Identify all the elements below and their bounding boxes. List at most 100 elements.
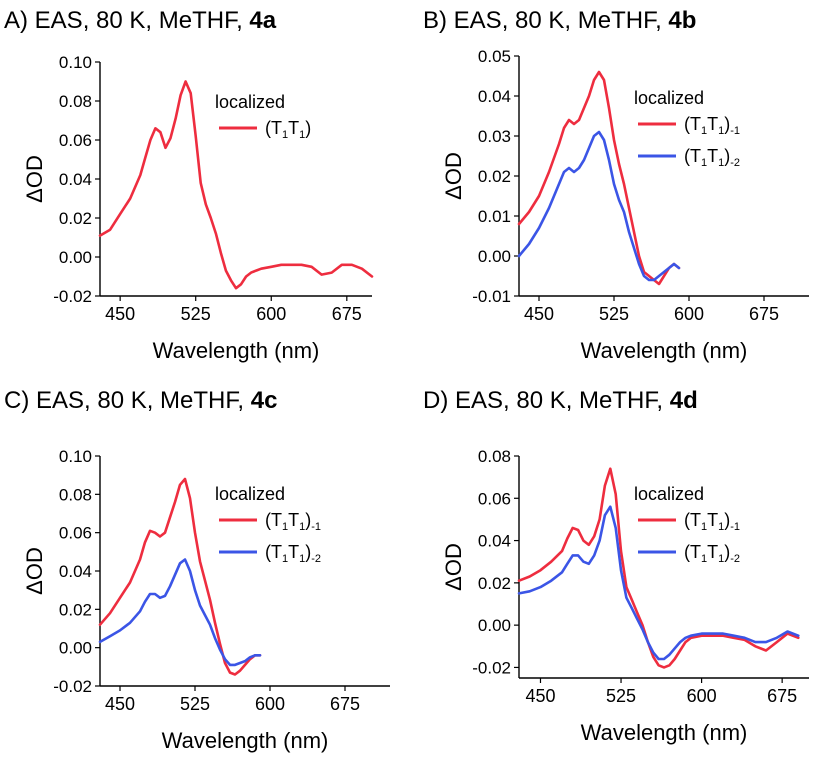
y-tick-label: 0.04 — [59, 562, 92, 581]
y-tick-label: 0.08 — [59, 92, 92, 111]
chart-title-a: A) EAS, 80 K, MeTHF, 4a — [4, 7, 277, 34]
legend-label-part: T — [707, 146, 718, 166]
legend-label-part: ) — [724, 114, 730, 134]
x-axis-label: Wavelength (nm) — [581, 338, 748, 363]
legend-label-sub: 1 — [282, 521, 288, 533]
x-tick-label: 450 — [105, 694, 135, 714]
legend-label-sub: 1 — [282, 553, 288, 565]
y-tick-label: 0.02 — [59, 600, 92, 619]
chart-panel-4b: B) EAS, 80 K, MeTHF, 4b 0.05 0.04 0.03 0.02 0… — [419, 0, 837, 380]
legend-title: localized — [215, 484, 285, 504]
legend-label-index: -1 — [730, 521, 740, 533]
y-tick-label: -0.02 — [53, 287, 92, 306]
x-tick-label: 600 — [255, 694, 285, 714]
series-line-(T1T1) — [98, 80, 374, 290]
y-tick-label: 0.02 — [59, 209, 92, 228]
x-tick-label: 525 — [606, 686, 636, 706]
chart-panel-4a: A) EAS, 80 K, MeTHF, 4a 0.10 0.08 0.06 0.04 0… — [0, 0, 418, 380]
legend-label: (T1T1)-2 — [684, 542, 740, 565]
chart-title-text: D) EAS, 80 K, MeTHF, — [423, 387, 670, 414]
legend-label-part: (T — [684, 542, 701, 562]
chart-title-d: D) EAS, 80 K, MeTHF, 4d — [423, 387, 698, 414]
y-tick-label: 0.05 — [478, 47, 511, 66]
series-line-(T1T1)-2 — [517, 130, 681, 282]
y-tick-label: 0.00 — [478, 247, 511, 266]
legend-label-sub: 1 — [718, 157, 724, 169]
legend-label-part: T — [707, 510, 718, 530]
legend-label-sub: 1 — [701, 125, 707, 137]
chart-title-b: B) EAS, 80 K, MeTHF, 4b — [423, 7, 696, 34]
legend-label-sub: 1 — [701, 157, 707, 169]
legend-label-index: -2 — [730, 553, 740, 565]
series-line-(T1T1)-2 — [517, 505, 800, 661]
x-tick-label: 525 — [180, 694, 210, 714]
legend-label-sub: 1 — [299, 129, 305, 141]
chart-svg-4b: B) EAS, 80 K, MeTHF, 4b 0.05 0.04 0.03 0.02 0… — [423, 7, 809, 363]
legend-label-part: (T — [265, 118, 282, 138]
legend-label-part: T — [707, 542, 718, 562]
x-tick-label: 450 — [524, 304, 554, 324]
chart-svg-4d: D) EAS, 80 K, MeTHF, 4d 0.08 0.06 0.04 0.02 0… — [423, 387, 809, 745]
legend-label: (T1T1)-1 — [265, 510, 321, 533]
y-tick-label: 0.03 — [478, 127, 511, 146]
chart-title-compound: 4c — [251, 387, 278, 414]
series-line-(T1T1)-1 — [98, 477, 262, 676]
legend-title: localized — [215, 92, 285, 112]
legend-label-part: T — [707, 114, 718, 134]
chart-svg-4c: C) EAS, 80 K, MeTHF, 4c 0.10 0.08 0.06 0.04 0… — [4, 387, 390, 753]
legend-label-part: (T — [684, 510, 701, 530]
legend-title: localized — [634, 484, 704, 504]
y-tick-label: -0.02 — [53, 677, 92, 696]
series-line-(T1T1)-1 — [517, 467, 800, 669]
y-tick-label: -0.01 — [472, 287, 511, 306]
y-tick-label: 0.04 — [59, 170, 92, 189]
x-axis-label: Wavelength (nm) — [162, 728, 329, 753]
y-tick-label: 0.08 — [478, 447, 511, 466]
x-tick-label: 675 — [332, 304, 362, 324]
series-line-(T1T1)-1 — [517, 70, 681, 286]
legend-label-part: ) — [724, 542, 730, 562]
y-tick-label: 0.00 — [59, 639, 92, 658]
legend-label-part: ) — [305, 118, 311, 138]
y-tick-label: 0.04 — [478, 532, 511, 551]
chart-title-compound: 4d — [670, 387, 698, 414]
legend-label-index: -2 — [311, 553, 321, 565]
x-tick-label: 525 — [599, 304, 629, 324]
y-axis-label: ΔOD — [441, 152, 466, 200]
legend-label-sub: 1 — [701, 553, 707, 565]
y-tick-label: 0.04 — [478, 87, 511, 106]
x-tick-label: 450 — [105, 304, 135, 324]
legend-label-part: T — [288, 510, 299, 530]
legend-label-part: ) — [724, 146, 730, 166]
legend-title: localized — [634, 88, 704, 108]
legend-label-part: ) — [305, 510, 311, 530]
chart-title-text: C) EAS, 80 K, MeTHF, — [4, 387, 251, 414]
legend-label-index: -1 — [311, 521, 321, 533]
x-tick-label: 525 — [181, 304, 211, 324]
y-axis-label: ΔOD — [22, 155, 47, 203]
y-tick-label: 0.06 — [478, 489, 511, 508]
x-tick-label: 675 — [767, 686, 797, 706]
legend-label-part: T — [288, 542, 299, 562]
y-tick-label: 0.00 — [478, 616, 511, 635]
chart-panel-4d: D) EAS, 80 K, MeTHF, 4d 0.08 0.06 0.04 0.02 0… — [419, 380, 837, 760]
legend-label-part: (T — [265, 542, 282, 562]
chart-title-c: C) EAS, 80 K, MeTHF, 4c — [4, 387, 277, 414]
legend-label-sub: 1 — [299, 553, 305, 565]
x-tick-label: 675 — [330, 694, 360, 714]
y-tick-label: -0.02 — [472, 658, 511, 677]
x-tick-label: 600 — [687, 686, 717, 706]
y-tick-label: 0.10 — [59, 447, 92, 466]
legend-label-part: (T — [265, 510, 282, 530]
legend-label-index: -2 — [730, 157, 740, 169]
y-tick-label: 0.02 — [478, 167, 511, 186]
legend-label-sub: 1 — [718, 125, 724, 137]
legend-label-part: (T — [684, 146, 701, 166]
legend-label: (T1T1)-1 — [684, 510, 740, 533]
chart-title-text: B) EAS, 80 K, MeTHF, — [423, 7, 668, 34]
y-axis-label: ΔOD — [22, 547, 47, 595]
chart-title-text: A) EAS, 80 K, MeTHF, — [4, 7, 249, 34]
legend-label-sub: 1 — [718, 553, 724, 565]
legend-label: (T1T1)-2 — [265, 542, 321, 565]
chart-panel-4c: C) EAS, 80 K, MeTHF, 4c 0.10 0.08 0.06 0.04 0… — [0, 380, 418, 760]
